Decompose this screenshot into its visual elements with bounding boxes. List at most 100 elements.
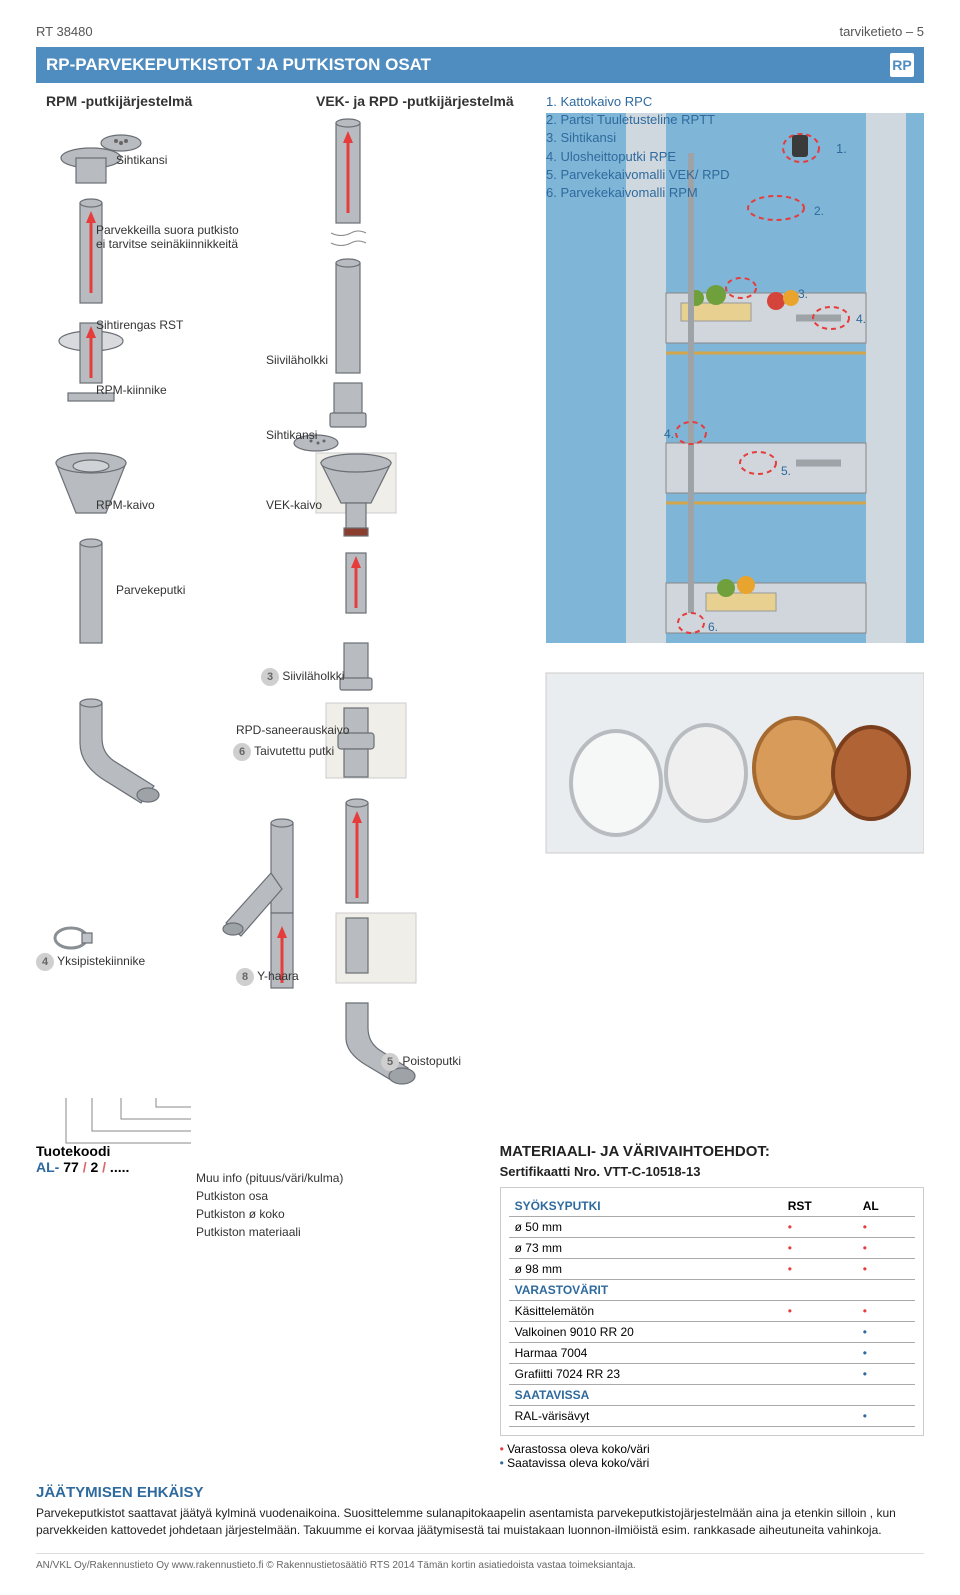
label-vek-kaivo: VEK-kaivo [266, 498, 322, 512]
mat-al: • [857, 1259, 915, 1280]
mat-al: • [857, 1343, 915, 1364]
label-rpd-saneer: RPD-saneerauskaivo [236, 723, 349, 737]
num-6-icon: 6 [233, 743, 251, 761]
legend-6: 6. Parvekekaivomalli RPM [546, 184, 730, 202]
svg-text:5.: 5. [781, 464, 791, 478]
mat-rst: • [782, 1217, 857, 1238]
diagram-area: RPM -putkijärjestelmä VEK- ja RPD -putki… [36, 83, 924, 1183]
num-8-icon: 8 [236, 968, 254, 986]
legend-5: 5. Parvekekaivomalli VEK/ RPD [546, 166, 730, 184]
footer: AN/VKL Oy/Rakennustieto Oy www.rakennust… [36, 1553, 924, 1571]
col-left-title: RPM -putkijärjestelmä [46, 93, 192, 109]
svg-text:3.: 3. [798, 287, 808, 301]
svg-text:1.: 1. [836, 141, 847, 156]
mat-rst [782, 1385, 857, 1406]
legend-3: 3. Sihtikansi [546, 129, 730, 147]
label-poisto: 5 Poistoputki [381, 1053, 461, 1071]
table-row: ø 50 mm•• [509, 1217, 915, 1238]
table-row: Valkoinen 9010 RR 20 • [509, 1322, 915, 1343]
legend-2: 2. Partsi Tuuletusteline RPTT [546, 111, 730, 129]
label-rpm-kaivo: RPM-kaivo [96, 498, 155, 512]
mat-label: Grafiitti 7024 RR 23 [509, 1364, 782, 1385]
th-rst: RST [782, 1196, 857, 1217]
mat-label: ø 98 mm [509, 1259, 782, 1280]
svg-text:4.: 4. [664, 427, 674, 441]
mat-label: Harmaa 7004 [509, 1343, 782, 1364]
siivilaholkki-text: Siiviläholkki [282, 669, 344, 683]
poisto-text: Poistoputki [402, 1054, 461, 1068]
mat-rst: • [782, 1259, 857, 1280]
table-row: Grafiitti 7024 RR 23 • [509, 1364, 915, 1385]
materials-legend: • Varastossa oleva koko/väri • Saataviss… [500, 1442, 924, 1470]
legend-blue: Saatavissa oleva koko/väri [507, 1456, 649, 1470]
mat-al [857, 1385, 915, 1406]
table-row: Käsittelemätön•• [509, 1301, 915, 1322]
yhaara-text: Y-haara [257, 969, 299, 983]
table-row: Harmaa 7004 • [509, 1343, 915, 1364]
label-rpm-kiinnike: RPM-kiinnike [96, 383, 167, 397]
topbar: RT 38480 tarviketieto – 5 [36, 24, 924, 39]
page: RT 38480 tarviketieto – 5 RP-PARVEKEPUTK… [0, 0, 960, 1595]
mat-label: ø 50 mm [509, 1217, 782, 1238]
mat-rst [782, 1364, 857, 1385]
page-number: tarviketieto – 5 [839, 24, 924, 39]
lower-row: Tuotekoodi AL- 77 / 2 / ..... Muu info (… [36, 1143, 924, 1470]
label-sihtikansi-2: Sihtikansi [266, 428, 317, 442]
mat-rst: • [782, 1238, 857, 1259]
table-row: ø 98 mm•• [509, 1259, 915, 1280]
mat-al: • [857, 1322, 915, 1343]
brand-logo: RP [890, 53, 914, 77]
mat-rst [782, 1322, 857, 1343]
freeze-body: Parvekeputkistot saattavat jäätyä kylmin… [36, 1505, 924, 1539]
mat-al: • [857, 1217, 915, 1238]
mat-label: SAATAVISSA [509, 1385, 782, 1406]
mat-al: • [857, 1364, 915, 1385]
table-row: SAATAVISSA [509, 1385, 915, 1406]
page-title: RP-PARVEKEPUTKISTOT JA PUTKISTON OSAT [46, 55, 431, 75]
legend-4: 4. Ulosheittoputki RPE [546, 148, 730, 166]
label-sihtikansi: Sihtikansi [116, 153, 167, 167]
th-al: AL [857, 1196, 915, 1217]
num-3-icon: 3 [261, 668, 279, 686]
mat-rst: • [782, 1301, 857, 1322]
mat-label: ø 73 mm [509, 1238, 782, 1259]
svg-text:6.: 6. [708, 620, 718, 634]
num-4-icon: 4 [36, 953, 54, 971]
materials-block: MATERIAALI- JA VÄRIVAIHTOEHDOT: Sertifik… [500, 1143, 924, 1470]
table-row: ø 73 mm•• [509, 1238, 915, 1259]
mat-al: • [857, 1238, 915, 1259]
mat-rst [782, 1343, 857, 1364]
label-sihtirengas: Sihtirengas RST [96, 318, 183, 332]
doc-id: RT 38480 [36, 24, 93, 39]
legend-list: 1. Kattokaivo RPC 2. Partsi Tuuletusteli… [546, 93, 730, 202]
svg-text:4.: 4. [856, 312, 866, 326]
legend-red: Varastossa oleva koko/väri [507, 1442, 650, 1456]
note-koko: Putkiston ø koko [196, 1205, 482, 1223]
svg-text:2.: 2. [814, 204, 824, 218]
materials-table: SYÖKSYPUTKI RST AL ø 50 mm••ø 73 mm••ø 9… [509, 1196, 915, 1427]
product-code-block: Tuotekoodi AL- 77 / 2 / ..... Muu info (… [36, 1143, 482, 1470]
legend-blue-row: • Saatavissa oleva koko/väri [500, 1456, 924, 1470]
mat-rst [782, 1280, 857, 1301]
yksi-text: Yksipistekiinnike [57, 954, 145, 968]
mat-al: • [857, 1406, 915, 1427]
mat-label: RAL-värisävyt [509, 1406, 782, 1427]
note-osa: Putkiston osa [196, 1187, 482, 1205]
legend-1: 1. Kattokaivo RPC [546, 93, 730, 111]
mat-rst [782, 1406, 857, 1427]
mat-al: • [857, 1301, 915, 1322]
mat-label: VARASTOVÄRIT [509, 1280, 782, 1301]
label-siivilaholkki: Siiviläholkki [266, 353, 328, 367]
taivutettu-text: Taivutettu putki [254, 744, 334, 758]
freeze-heading: JÄÄTYMISEN EHKÄISY [36, 1484, 924, 1501]
th-syoksy: SYÖKSYPUTKI [509, 1196, 782, 1217]
col-mid-title: VEK- ja RPD -putkijärjestelmä [316, 93, 514, 109]
mat-label: Valkoinen 9010 RR 20 [509, 1322, 782, 1343]
table-row: VARASTOVÄRIT [509, 1280, 915, 1301]
mat-al [857, 1280, 915, 1301]
table-row: RAL-värisävyt • [509, 1406, 915, 1427]
label-parvekkeilla: Parvekkeilla suora putkisto ei tarvitse … [96, 223, 239, 251]
label-parvekeputki: Parvekeputki [116, 583, 185, 597]
materials-table-box: SYÖKSYPUTKI RST AL ø 50 mm••ø 73 mm••ø 9… [500, 1187, 924, 1436]
label-yhaara: 8 Y-haara [236, 968, 299, 986]
